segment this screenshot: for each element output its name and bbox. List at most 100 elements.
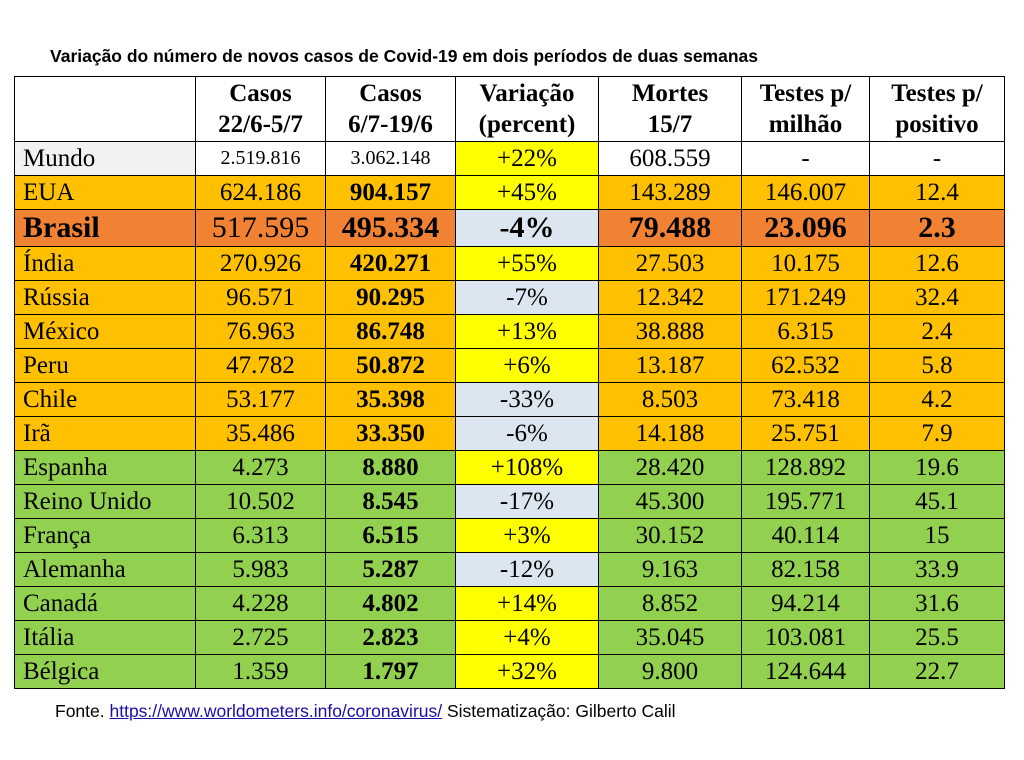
cell-mortes: 14.188 (598, 416, 742, 451)
table-row: Reino Unido 10.502 8.545 -17% 45.300 195.771 4… (14, 484, 1005, 519)
cell-variacao: +55% (455, 246, 599, 281)
cell-country: Canadá (14, 586, 196, 621)
cell-country: Bélgica (14, 654, 196, 689)
cell-casos2: 4.802 (325, 586, 456, 621)
cell-testes-positivo: 19.6 (869, 450, 1005, 485)
cell-testes-milhao: 73.418 (741, 382, 870, 417)
cell-casos1: 47.782 (195, 348, 326, 383)
cell-country: Índia (14, 246, 196, 281)
cell-country: Rússia (14, 280, 196, 315)
cell-casos2: 90.295 (325, 280, 456, 315)
cell-casos1: 517.595 (195, 209, 326, 247)
cell-variacao: +13% (455, 314, 599, 349)
cell-mortes: 38.888 (598, 314, 742, 349)
cell-mortes: 79.488 (598, 209, 742, 247)
cell-casos1: 624.186 (195, 175, 326, 210)
header-line2: (percent) (478, 111, 576, 138)
header-line1: Casos (229, 80, 292, 107)
cell-casos2: 33.350 (325, 416, 456, 451)
cell-testes-positivo: 2.3 (869, 209, 1005, 247)
header-line2: 6/7-19/6 (348, 111, 433, 138)
header-line1: Testes p/ (759, 80, 852, 107)
cell-variacao: -4% (455, 209, 599, 247)
header-cell: Testes p/positivo (869, 76, 1005, 142)
cell-casos2: 904.157 (325, 175, 456, 210)
cell-casos1: 4.228 (195, 586, 326, 621)
cell-casos2: 86.748 (325, 314, 456, 349)
cell-testes-positivo: 31.6 (869, 586, 1005, 621)
cell-variacao: +4% (455, 620, 599, 655)
cell-mortes: 143.289 (598, 175, 742, 210)
table-row: Rússia 96.571 90.295 -7% 12.342 171.249 32.4 (14, 280, 1005, 315)
footer-suffix: Sistematização: Gilberto Calil (442, 701, 676, 721)
cell-variacao: -17% (455, 484, 599, 519)
cell-casos1: 2.725 (195, 620, 326, 655)
table-row: Brasil 517.595 495.334 -4% 79.488 23.096 2.3 (14, 209, 1005, 247)
cell-mortes: 45.300 (598, 484, 742, 519)
header-line1: Mortes (631, 80, 709, 107)
table-row: Bélgica 1.359 1.797 +32% 9.800 124.644 22.7 (14, 654, 1005, 689)
cell-casos1: 2.519.816 (195, 141, 326, 176)
table-row: Irã 35.486 33.350 -6% 14.188 25.751 7.9 (14, 416, 1005, 451)
cell-testes-milhao: 103.081 (741, 620, 870, 655)
table-row: Índia 270.926 420.271 +55% 27.503 10.175 12.6 (14, 246, 1005, 281)
cell-testes-milhao: 10.175 (741, 246, 870, 281)
cell-testes-milhao: 82.158 (741, 552, 870, 587)
cell-variacao: +108% (455, 450, 599, 485)
cell-country: Alemanha (14, 552, 196, 587)
cell-variacao: +22% (455, 141, 599, 176)
cell-casos1: 76.963 (195, 314, 326, 349)
cell-casos2: 2.823 (325, 620, 456, 655)
cell-variacao: +3% (455, 518, 599, 553)
cell-casos2: 3.062.148 (325, 141, 456, 176)
table-row: Mundo 2.519.816 3.062.148 +22% 608.559- - (14, 141, 1005, 176)
table-row: Chile 53.177 35.398 -33% 8.503 73.418 4.2 (14, 382, 1005, 417)
cell-variacao: +32% (455, 654, 599, 689)
cell-casos2: 495.334 (325, 209, 456, 247)
cell-mortes: 8.503 (598, 382, 742, 417)
cell-mortes: 28.420 (598, 450, 742, 485)
cell-casos1: 10.502 (195, 484, 326, 519)
cell-casos1: 1.359 (195, 654, 326, 689)
cell-variacao: +6% (455, 348, 599, 383)
table-title: Variação do número de novos casos de Cov… (50, 46, 759, 66)
header-line1: Variação (479, 80, 575, 107)
cell-casos2: 6.515 (325, 518, 456, 553)
footer-prefix: Fonte. (55, 701, 110, 721)
cell-variacao: -33% (455, 382, 599, 417)
cell-country: Brasil (14, 209, 196, 247)
cell-testes-milhao: 171.249 (741, 280, 870, 315)
cell-casos2: 8.545 (325, 484, 456, 519)
cell-mortes: 30.152 (598, 518, 742, 553)
cell-testes-milhao: 40.114 (741, 518, 870, 553)
table-row: Canadá 4.228 4.802 +14% 8.852 94.214 31.6 (14, 586, 1005, 621)
source-footer: Fonte. https://www.worldometers.info/cor… (55, 701, 676, 722)
table-row: França 6.313 6.515 +3% 30.152 40.114 15 (14, 518, 1005, 553)
cell-testes-milhao: 6.315 (741, 314, 870, 349)
cell-mortes: 13.187 (598, 348, 742, 383)
cell-variacao: +45% (455, 175, 599, 210)
cell-testes-positivo: 22.7 (869, 654, 1005, 689)
source-link[interactable]: https://www.worldometers.info/coronaviru… (109, 701, 443, 721)
table-row: Espanha 4.273 8.880 +108% 28.420 128.892 19.6 (14, 450, 1005, 485)
cell-mortes: 9.800 (598, 654, 742, 689)
cell-testes-milhao: 128.892 (741, 450, 870, 485)
cell-testes-milhao: 146.007 (741, 175, 870, 210)
cell-casos2: 35.398 (325, 382, 456, 417)
table-row: Itália 2.725 2.823 +4% 35.045 103.081 25.5 (14, 620, 1005, 655)
cell-variacao: -7% (455, 280, 599, 315)
cell-country: Mundo (14, 141, 196, 176)
cell-testes-positivo: 5.8 (869, 348, 1005, 383)
cell-mortes: 35.045 (598, 620, 742, 655)
cell-country: Chile (14, 382, 196, 417)
cell-country: Peru (14, 348, 196, 383)
cell-testes-milhao: - (741, 141, 870, 176)
cell-casos2: 5.287 (325, 552, 456, 587)
table-row: Peru 47.782 50.872 +6% 13.187 62.532 5.8 (14, 348, 1005, 383)
cell-country: Espanha (14, 450, 196, 485)
cell-casos2: 8.880 (325, 450, 456, 485)
cell-casos1: 5.983 (195, 552, 326, 587)
cell-testes-positivo: - (869, 141, 1005, 176)
header-cell: Mortes 15/7 (598, 76, 742, 142)
header-cell-country (14, 76, 196, 142)
